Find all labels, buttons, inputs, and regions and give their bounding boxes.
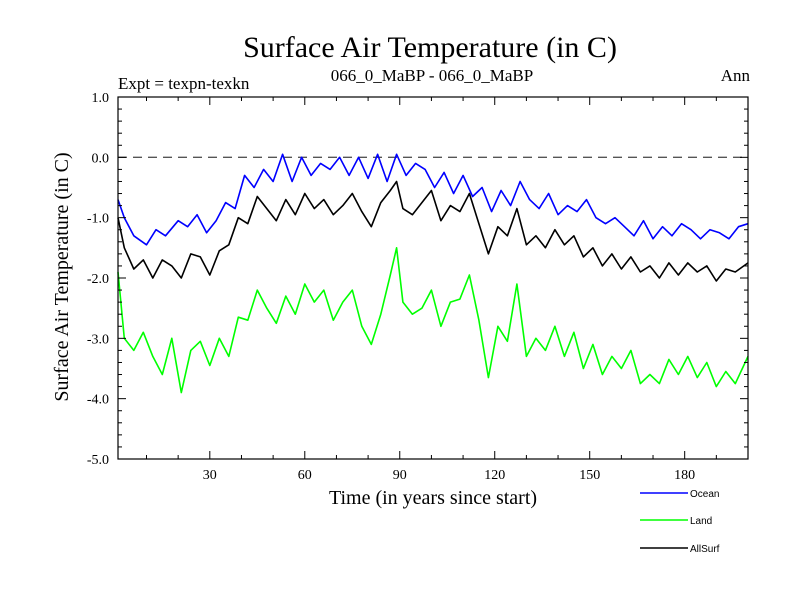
series-line-land [117,247,749,394]
legend-label-ocean: Ocean [690,489,719,500]
plot-area: 1.0 0.0 -1.0 -2.0 -3.0 -4.0 -5.0 30 60 90 120 150 18… [87,91,749,483]
x-tick-label: 30 [203,468,217,483]
series-line-ocean [117,153,749,246]
experiment-label: Expt = texpn-texkn [118,74,250,93]
legend-label-allsurf: AllSurf [690,544,720,555]
chart-title: Surface Air Temperature (in C) [243,31,617,64]
y-tick-label: 1.0 [92,91,110,106]
series-line-allsurf [117,180,749,282]
legend-label-land: Land [690,516,712,527]
legend: Ocean Land AllSurf [640,489,720,555]
x-tick-label: 150 [579,468,600,483]
x-tick-label: 120 [484,468,505,483]
x-tick-label: 90 [393,468,407,483]
x-axis-label: Time (in years since start) [329,487,537,509]
y-tick-label: -2.0 [87,272,109,287]
comparison-label: 066_0_MaBP - 066_0_MaBP [331,66,533,85]
y-tick-label: -5.0 [87,453,109,468]
y-tick-label: -4.0 [87,393,109,408]
season-label: Ann [721,66,751,85]
y-tick-label: 0.0 [92,151,110,166]
y-axis-label: Surface Air Temperature (in C) [51,152,73,401]
x-tick-label: 180 [674,468,695,483]
x-tick-label: 60 [298,468,312,483]
y-tick-label: -3.0 [87,332,109,347]
plot-frame [117,96,749,460]
y-tick-label: -1.0 [87,212,109,227]
